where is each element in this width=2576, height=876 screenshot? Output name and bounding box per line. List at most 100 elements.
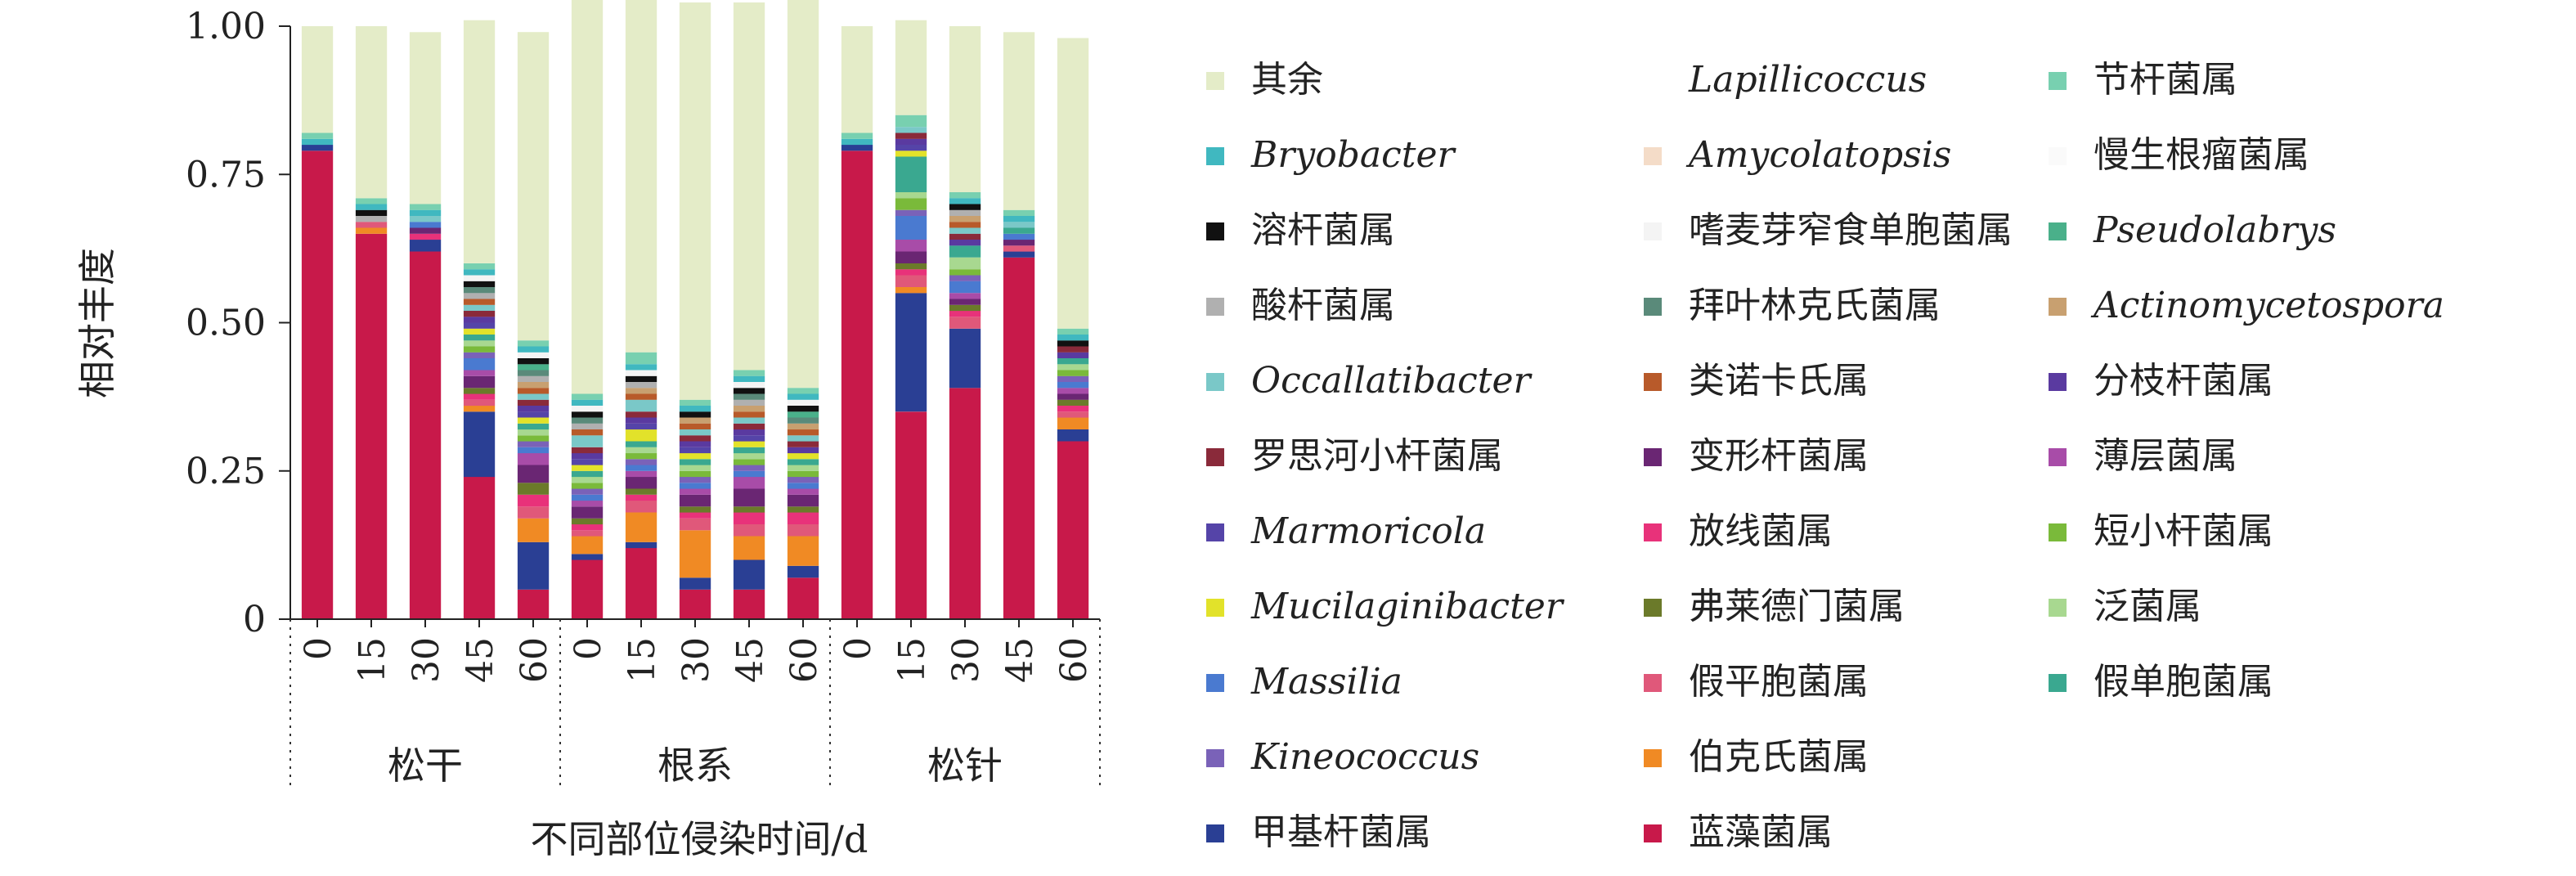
- bar-segment: [1057, 370, 1089, 376]
- bar-segment: [787, 477, 819, 483]
- x-tick-label: 45: [460, 637, 501, 683]
- bar-segment: [463, 406, 496, 412]
- bar-segment: [895, 138, 927, 145]
- bar-segment: [463, 311, 496, 317]
- bar-segment: [517, 393, 550, 400]
- bar-segment: [679, 477, 711, 483]
- bar-segment: [625, 375, 657, 382]
- legend-swatch: [1644, 824, 1662, 842]
- bar-segment: [895, 251, 927, 263]
- bar-segment: [463, 352, 496, 358]
- bar-segment: [625, 364, 657, 371]
- x-tick-label: 60: [1053, 637, 1095, 683]
- bar-segment: [733, 506, 765, 513]
- bar-segment: [787, 453, 819, 460]
- bar-segment: [625, 388, 657, 394]
- legend-swatch: [1206, 298, 1224, 316]
- x-axis-label: 不同部位侵染时间/d: [531, 817, 868, 861]
- bar-segment: [463, 20, 496, 263]
- legend-swatch: [1644, 147, 1662, 165]
- legend-swatch: [2049, 674, 2067, 692]
- bar-segment: [787, 488, 819, 495]
- legend-swatch: [1206, 599, 1224, 617]
- bar-segment: [301, 133, 334, 139]
- bar-segment: [463, 346, 496, 353]
- bar-segment: [841, 150, 873, 620]
- bar-segment: [787, 417, 819, 424]
- bar-segment: [301, 150, 334, 620]
- bar-segment: [679, 530, 711, 578]
- bar-segment: [517, 411, 550, 418]
- bar-segment: [733, 441, 765, 447]
- bar-segment: [787, 447, 819, 454]
- bar-segment: [1003, 240, 1035, 246]
- bar-segment: [355, 222, 388, 228]
- bar-segment: [895, 20, 927, 115]
- bar-segment: [463, 388, 496, 394]
- bar-segment: [571, 423, 604, 429]
- x-tick-label: 15: [622, 637, 663, 683]
- bar-segment: [571, 536, 604, 555]
- bar-segment: [625, 0, 657, 353]
- bar-segment: [571, 406, 604, 412]
- bar-segment: [625, 453, 657, 460]
- bar-segment: [1057, 429, 1089, 442]
- legend-swatch: [1644, 373, 1662, 391]
- bar-segment: [517, 435, 550, 442]
- legend-swatch: [1644, 298, 1662, 316]
- legend-label: 短小杆菌属: [2094, 510, 2273, 552]
- legend-label: 变形杆菌属: [1689, 435, 1869, 477]
- bar-segment: [625, 501, 657, 513]
- y-axis-label: 相对丰度: [75, 248, 119, 398]
- legend-label: Occallatibacter: [1251, 360, 1533, 402]
- bar-segment: [679, 494, 711, 507]
- bar-segment: [733, 393, 765, 400]
- x-group-label: 松干: [388, 743, 463, 788]
- bar-segment: [787, 536, 819, 566]
- bar-segment: [517, 453, 550, 465]
- bar-segment: [841, 133, 873, 139]
- bar-segment: [1057, 352, 1089, 358]
- bar-segment: [1057, 340, 1089, 347]
- bar-segment: [787, 524, 819, 537]
- legend-label: Bryobacter: [1250, 134, 1456, 176]
- legend-label: 其余: [1251, 59, 1323, 101]
- plot-area: [301, 0, 1089, 620]
- bar-segment: [301, 145, 334, 151]
- bar-segment: [679, 435, 711, 442]
- bar-segment: [1003, 257, 1035, 620]
- legend-swatch: [1644, 448, 1662, 466]
- bar-segment: [517, 399, 550, 406]
- bar-segment: [301, 138, 334, 146]
- bar-segment: [517, 346, 550, 353]
- legend-swatch: [2049, 523, 2067, 541]
- y-tick-label: 0.75: [186, 154, 266, 195]
- legend-label: 溶杆菌属: [1251, 209, 1395, 251]
- bar-segment: [355, 216, 388, 222]
- bar-segment: [409, 222, 442, 228]
- bar-segment: [571, 465, 604, 471]
- bar-segment: [679, 453, 711, 460]
- bar-segment: [895, 192, 927, 199]
- bar-segment: [733, 559, 765, 590]
- bar-segment: [1057, 382, 1089, 389]
- bar-segment: [301, 26, 334, 133]
- bar-segment: [517, 375, 550, 382]
- bar-segment: [733, 382, 765, 389]
- bar-segment: [679, 459, 711, 465]
- bar-segment: [787, 0, 819, 389]
- bar-segment: [409, 233, 442, 240]
- bar-segment: [625, 429, 657, 442]
- legend-swatch: [1206, 373, 1224, 391]
- bar-segment: [895, 216, 927, 240]
- bar-segment: [463, 370, 496, 376]
- bar-segment: [949, 304, 981, 312]
- bar-segment: [463, 293, 496, 299]
- bar-segment: [517, 370, 550, 376]
- legend-label: Pseudolabrys: [2093, 209, 2336, 251]
- bar-segment: [463, 328, 496, 335]
- bar-segment: [679, 470, 711, 478]
- legend-swatch: [2049, 599, 2067, 617]
- bar-segment: [733, 429, 765, 436]
- bar-segment: [463, 399, 496, 407]
